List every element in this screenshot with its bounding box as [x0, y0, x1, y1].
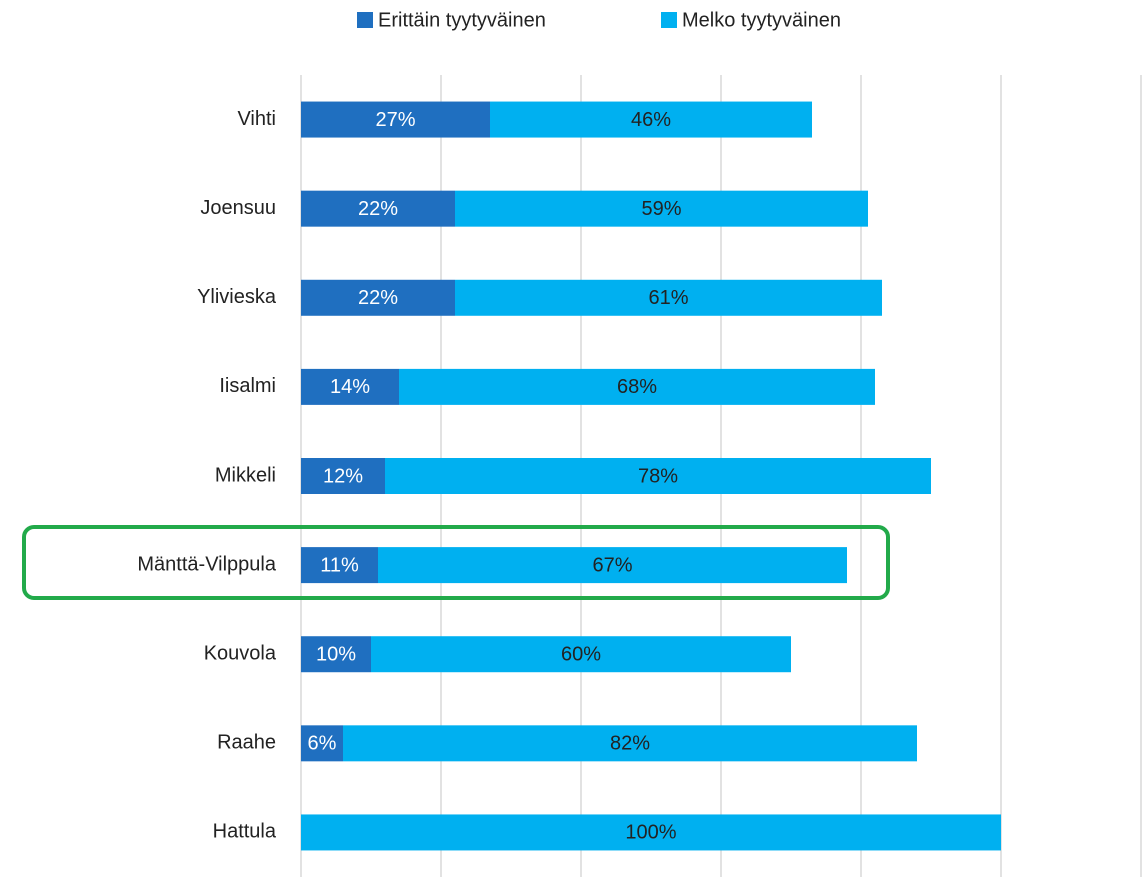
bar-segment	[301, 636, 371, 673]
y-tick-label: Mänttä-Vilppula	[137, 553, 276, 575]
bar-segment	[301, 458, 385, 494]
legend-label: Erittäin tyytyväinen	[378, 9, 546, 31]
data-label: 46%	[631, 109, 671, 131]
legend-swatch	[357, 12, 373, 28]
y-tick-label: Vihti	[237, 108, 276, 130]
legend-swatch	[661, 12, 677, 28]
bar-segment	[371, 636, 791, 673]
data-label: 59%	[641, 198, 681, 220]
data-label: 22%	[358, 287, 398, 309]
data-label: 82%	[610, 733, 650, 755]
data-label: 11%	[320, 554, 359, 576]
y-tick-label: Hattula	[213, 821, 277, 843]
bar-segment	[301, 547, 378, 584]
data-label: 67%	[592, 554, 632, 576]
data-label: 100%	[625, 822, 676, 844]
bar-segment	[301, 190, 455, 227]
data-label: 22%	[358, 198, 398, 220]
bar-segment	[399, 368, 875, 405]
legend-label: Melko tyytyväinen	[682, 9, 841, 31]
y-tick-label: Kouvola	[204, 643, 277, 665]
data-label: 60%	[561, 644, 601, 666]
data-label: 6%	[308, 733, 337, 755]
y-tick-label: Joensuu	[200, 197, 276, 219]
data-label: 14%	[330, 376, 370, 398]
data-label: 61%	[648, 287, 688, 309]
data-label: 27%	[375, 109, 415, 131]
bar-segment	[301, 279, 455, 316]
highlight-box	[22, 525, 890, 600]
bar-segment	[455, 279, 882, 316]
data-label: 68%	[617, 376, 657, 398]
y-tick-label: Raahe	[217, 732, 276, 754]
bar-segment	[301, 368, 399, 405]
bar-segment	[490, 101, 812, 138]
y-tick-label: Iisalmi	[219, 375, 276, 397]
data-label: 78%	[638, 465, 678, 487]
bar-segment	[301, 725, 343, 762]
bar-segment	[343, 725, 917, 762]
y-tick-label: Ylivieska	[197, 286, 277, 308]
bar-segment	[301, 814, 1001, 851]
bar-segment	[301, 101, 490, 138]
bar-segment	[385, 458, 931, 494]
bar-segment	[378, 547, 847, 584]
data-label: 12%	[323, 465, 363, 487]
y-tick-label: Mikkeli	[215, 464, 276, 486]
data-label: 10%	[316, 644, 356, 666]
bar-segment	[455, 190, 868, 227]
